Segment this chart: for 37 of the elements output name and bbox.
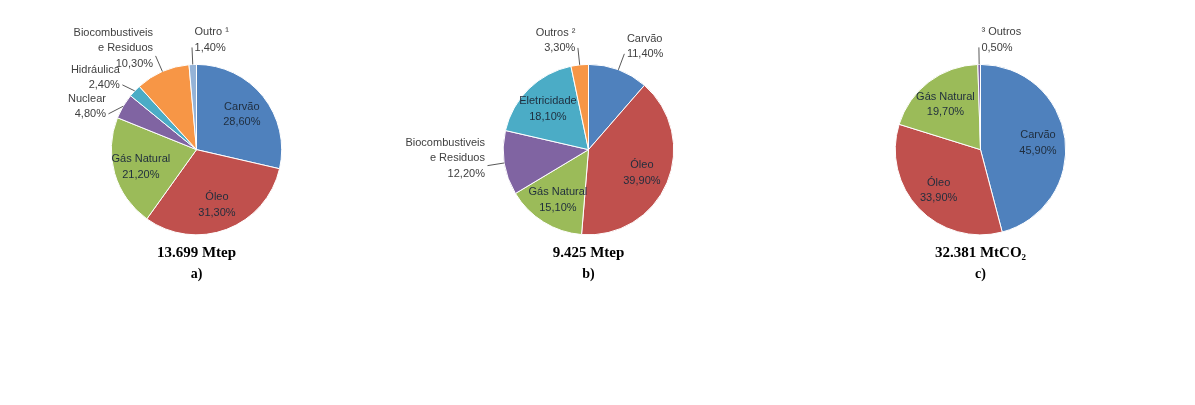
data-label: 0,50% <box>981 40 1013 53</box>
slice-label: Biocombustiveis e Residuos <box>405 135 486 164</box>
slice-label: Óleo <box>205 190 229 203</box>
slice-label: Carvão <box>224 99 260 112</box>
text: b) <box>582 265 596 282</box>
data-label: 39,90% <box>623 173 661 186</box>
slice-label: Óleo <box>630 158 654 171</box>
data-label: 2,40% <box>88 78 121 91</box>
text: a) <box>190 265 203 282</box>
data-label: 3,30% <box>544 41 576 54</box>
data-label: 18,10% <box>529 110 567 123</box>
data-label: 15,10% <box>539 200 577 213</box>
slice-label: ³ Outros <box>981 25 1022 38</box>
slice-label: Gás Natural <box>916 89 975 102</box>
data-label: 31,30% <box>198 205 236 218</box>
slice-label: Carvão <box>1020 128 1056 141</box>
data-label: 28,60% <box>223 115 261 128</box>
data-label: 12,20% <box>447 166 486 179</box>
slice-label: Gás Natural <box>111 152 171 164</box>
slice-label: Óleo <box>927 175 951 188</box>
data-label: 33,90% <box>919 191 958 204</box>
data-label: 19,70% <box>926 105 965 118</box>
data-label: 11,40% <box>626 47 664 60</box>
text: 13.699 Mtep <box>156 243 237 260</box>
text: c) <box>975 265 987 282</box>
slice-label: Outros ² <box>535 25 576 38</box>
slice-label: Carvão <box>626 31 663 44</box>
slice-label: Nuclear <box>68 91 107 104</box>
text: 9.425 Mtep <box>552 243 625 260</box>
slice-label: Eletricidade <box>519 94 577 107</box>
data-label: 45,90% <box>1019 143 1057 156</box>
slice-label: Biocombustiveis e Residuos <box>73 25 154 54</box>
data-label: 1,40% <box>194 40 226 53</box>
data-label: 4,80% <box>74 107 107 120</box>
text: 32.381 MtCO₂ <box>934 243 1027 260</box>
data-label: 21,20% <box>122 167 160 180</box>
slice-label: Outro ¹ <box>194 25 230 38</box>
